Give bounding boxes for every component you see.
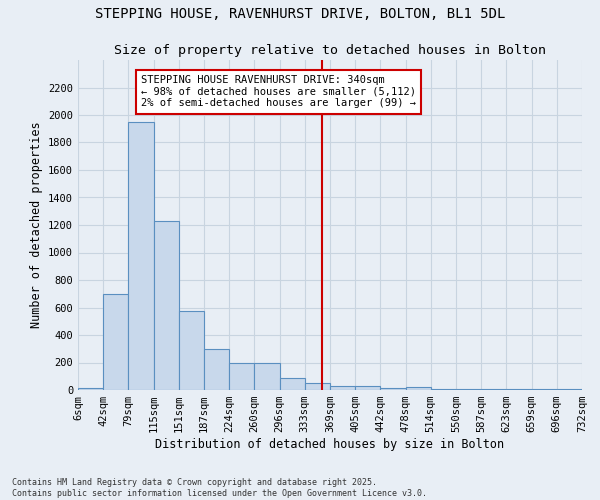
X-axis label: Distribution of detached houses by size in Bolton: Distribution of detached houses by size …	[155, 438, 505, 451]
Text: STEPPING HOUSE, RAVENHURST DRIVE, BOLTON, BL1 5DL: STEPPING HOUSE, RAVENHURST DRIVE, BOLTON…	[95, 8, 505, 22]
Bar	[204, 349, 229, 390]
Bar	[305, 383, 330, 390]
Bar	[78, 388, 103, 390]
Bar	[128, 122, 154, 390]
Bar	[330, 386, 355, 390]
Text: STEPPING HOUSE RAVENHURST DRIVE: 340sqm
← 98% of detached houses are smaller (5,: STEPPING HOUSE RAVENHURST DRIVE: 340sqm …	[141, 75, 416, 108]
Bar	[103, 294, 128, 390]
Bar	[280, 378, 305, 390]
Bar	[179, 311, 204, 390]
Text: Contains HM Land Registry data © Crown copyright and database right 2025.
Contai: Contains HM Land Registry data © Crown c…	[12, 478, 427, 498]
Y-axis label: Number of detached properties: Number of detached properties	[29, 122, 43, 328]
Title: Size of property relative to detached houses in Bolton: Size of property relative to detached ho…	[114, 44, 546, 58]
Bar	[431, 388, 456, 390]
Bar	[355, 386, 380, 390]
Bar	[380, 388, 406, 390]
Bar	[229, 362, 254, 390]
Bar	[154, 221, 179, 390]
Bar	[406, 387, 431, 390]
Bar	[254, 362, 280, 390]
